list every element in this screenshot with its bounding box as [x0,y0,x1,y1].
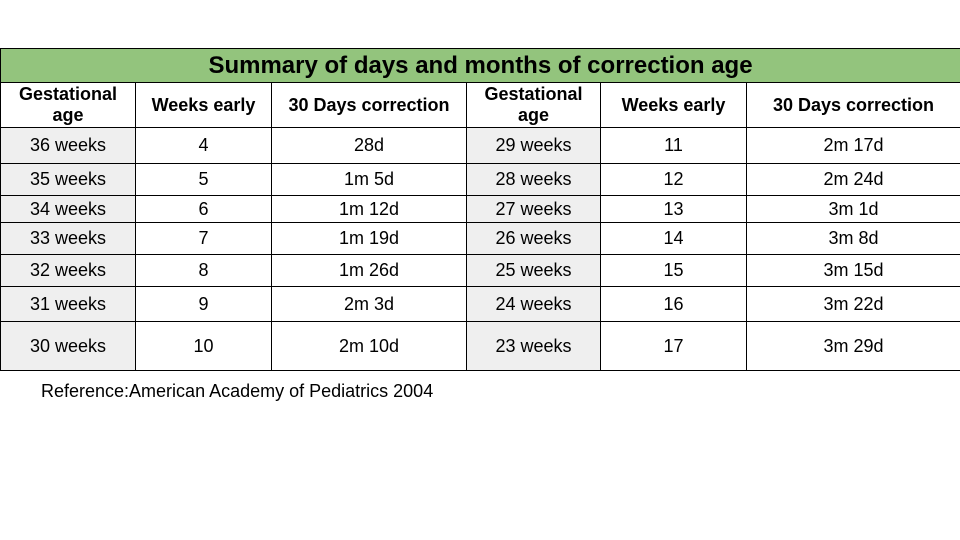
table-row: 34 weeks 6 1m 12d 27 weeks 13 3m 1d [0,195,960,223]
weeks-early-cell: 12 [600,163,747,196]
weeks-early-cell: 8 [135,254,272,287]
gestational-age-cell: 30 weeks [0,321,136,371]
correction-age-table: Summary of days and months of correction… [0,48,960,371]
table-row: 33 weeks 7 1m 19d 26 weeks 14 3m 8d [0,222,960,255]
gestational-age-cell: 26 weeks [466,222,601,255]
weeks-early-cell: 9 [135,286,272,322]
table-row: 30 weeks 10 2m 10d 23 weeks 17 3m 29d [0,321,960,371]
gestational-age-cell: 23 weeks [466,321,601,371]
gestational-age-cell: 24 weeks [466,286,601,322]
gestational-age-cell: 31 weeks [0,286,136,322]
weeks-early-cell: 17 [600,321,747,371]
gestational-age-cell: 33 weeks [0,222,136,255]
correction-cell: 1m 12d [271,195,467,223]
weeks-early-cell: 16 [600,286,747,322]
correction-cell: 2m 3d [271,286,467,322]
title-row: Summary of days and months of correction… [0,48,960,83]
table-row: 35 weeks 5 1m 5d 28 weeks 12 2m 24d [0,163,960,196]
weeks-early-cell: 11 [600,127,747,164]
table-row: 32 weeks 8 1m 26d 25 weeks 15 3m 15d [0,254,960,287]
gestational-age-cell: 27 weeks [466,195,601,223]
correction-cell: 1m 19d [271,222,467,255]
header-gestational-age-right: Gestational age [466,82,601,128]
weeks-early-cell: 10 [135,321,272,371]
table-row: 31 weeks 9 2m 3d 24 weeks 16 3m 22d [0,286,960,322]
header-row: Gestational age Weeks early 30 Days corr… [0,82,960,128]
gestational-age-cell: 25 weeks [466,254,601,287]
correction-cell: 3m 22d [745,286,960,322]
correction-cell: 3m 15d [745,254,960,287]
weeks-early-cell: 13 [600,195,747,223]
weeks-early-cell: 4 [135,127,272,164]
header-30-days-correction-right: 30 Days correction [745,82,960,128]
weeks-early-cell: 6 [135,195,272,223]
correction-cell: 2m 10d [271,321,467,371]
gestational-age-cell: 34 weeks [0,195,136,223]
reference-note: Reference:American Academy of Pediatrics… [41,381,434,401]
gestational-age-cell: 32 weeks [0,254,136,287]
table-title: Summary of days and months of correction… [0,48,960,83]
header-30-days-correction-left: 30 Days correction [271,82,467,128]
weeks-early-cell: 15 [600,254,747,287]
weeks-early-cell: 14 [600,222,747,255]
correction-cell: 2m 17d [745,127,960,164]
table-row: 36 weeks 4 28d 29 weeks 11 2m 17d [0,127,960,164]
correction-cell: 3m 8d [745,222,960,255]
weeks-early-cell: 7 [135,222,272,255]
gestational-age-cell: 36 weeks [0,127,136,164]
weeks-early-cell: 5 [135,163,272,196]
gestational-age-cell: 28 weeks [466,163,601,196]
correction-cell: 28d [271,127,467,164]
header-weeks-early-right: Weeks early [600,82,747,128]
correction-cell: 3m 29d [745,321,960,371]
gestational-age-cell: 35 weeks [0,163,136,196]
correction-cell: 1m 5d [271,163,467,196]
gestational-age-cell: 29 weeks [466,127,601,164]
correction-cell: 2m 24d [745,163,960,196]
header-weeks-early-left: Weeks early [135,82,272,128]
correction-cell: 1m 26d [271,254,467,287]
correction-cell: 3m 1d [745,195,960,223]
header-gestational-age-left: Gestational age [0,82,136,128]
